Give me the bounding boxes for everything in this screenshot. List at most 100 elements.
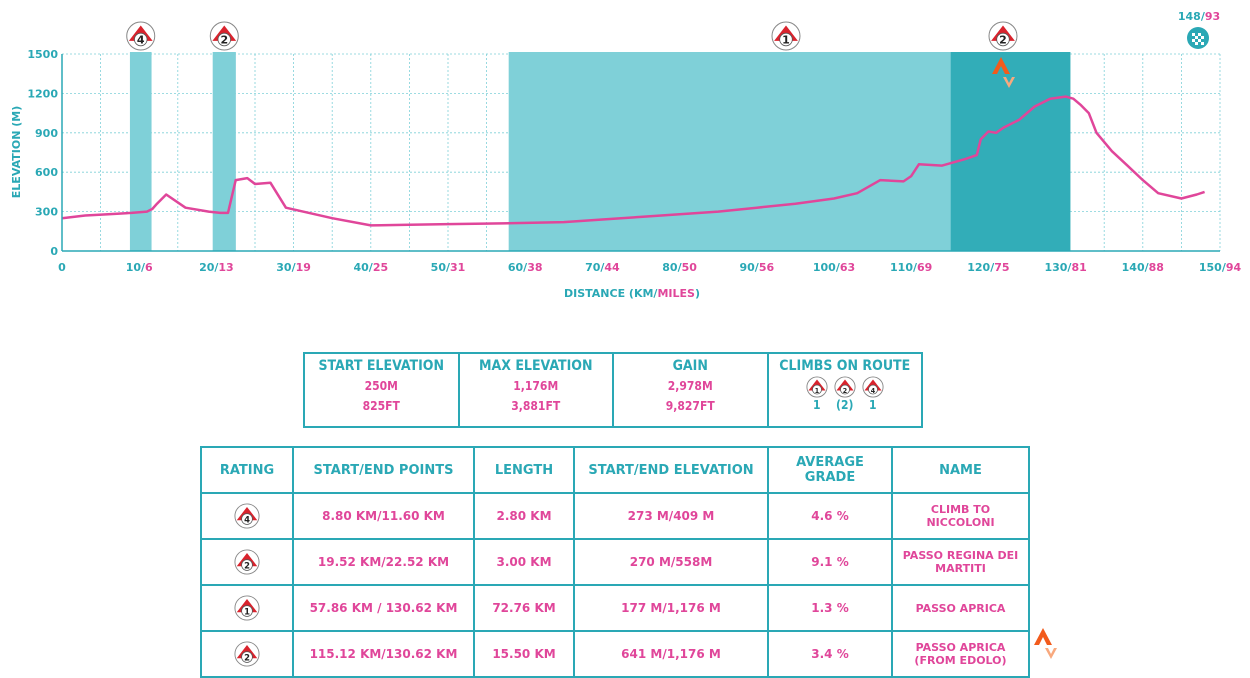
col-points: START/END POINTS	[292, 446, 475, 494]
svg-text:2: 2	[843, 386, 847, 395]
x-tick-label: 80/50	[662, 261, 697, 274]
points-cell: 115.12 KM/130.62 KM	[292, 630, 475, 678]
start-elevation-metric: 250M	[364, 379, 398, 393]
x-tick-label: 30/19	[276, 261, 311, 274]
points-cell: 8.80 KM/11.60 KM	[292, 492, 475, 540]
x-tick-label: 40/25	[353, 261, 388, 274]
mountain-badge-icon: 1	[771, 21, 801, 51]
x-axis-label: DISTANCE (KM/MILES)	[564, 287, 700, 300]
x-tick-label: 20/13	[199, 261, 234, 274]
name-cell: PASSO REGINA DEI MARTITI	[891, 538, 1030, 586]
svg-text:1: 1	[244, 607, 250, 617]
y-tick-label: 1500	[27, 48, 58, 61]
svg-text:2: 2	[244, 561, 250, 571]
climb-count: 1	[868, 398, 877, 412]
length-cell: 3.00 KM	[473, 538, 575, 586]
svg-text:4: 4	[871, 386, 876, 395]
x-tick-label: 100/63	[813, 261, 855, 274]
gain-cell: GAIN 2,978M 9,827FT	[614, 354, 769, 426]
x-tick-label: 0	[58, 261, 66, 274]
mountain-badge-icon: 2	[834, 376, 856, 398]
table-row: 4 8.80 KM/11.60 KM 2.80 KM 273 M/409 M 4.6 %…	[200, 492, 1030, 540]
rating-cell: 2	[200, 630, 294, 678]
mountain-badge-icon: 4	[862, 376, 884, 398]
x-tick-label: 70/44	[585, 261, 620, 274]
length-cell: 72.76 KM	[473, 584, 575, 632]
climbs-table: RATING START/END POINTS LENGTH START/END…	[200, 446, 1030, 678]
climb-zones	[129, 52, 1071, 251]
x-tick-label: 50/31	[431, 261, 466, 274]
col-elevation: START/END ELEVATION	[573, 446, 769, 494]
climbs-on-route-header: CLIMBS ON ROUTE	[779, 358, 911, 374]
points-cell: 19.52 KM/22.52 KM	[292, 538, 475, 586]
x-tick-label: 120/75	[967, 261, 1009, 274]
col-grade: AVERAGE GRADE	[767, 446, 893, 494]
elevation-line	[61, 95, 1205, 227]
grade-cell: 9.1 %	[767, 538, 893, 586]
rating-cell: 4	[200, 492, 294, 540]
chart-axes	[61, 54, 1220, 252]
svg-text:2: 2	[220, 34, 228, 47]
max-elevation-cell: MAX ELEVATION 1,176M 3,881FT	[460, 354, 614, 426]
y-tick-label: 0	[50, 245, 58, 258]
length-cell: 15.50 KM	[473, 630, 575, 678]
svg-text:2: 2	[244, 653, 250, 663]
name-cell: CLIMB TO NICCOLONI	[891, 492, 1030, 540]
strava-icon	[992, 57, 1015, 88]
elevation-cell: 641 M/1,176 M	[573, 630, 769, 678]
elevation-profile-chart: 0 300 600 900 1200 1500 0 10/6 20/13 30/19 40/25 5…	[10, 10, 1241, 300]
mountain-badge-icon: 4	[862, 376, 884, 398]
climb-zone-4	[129, 52, 152, 251]
climbs-on-route-badges: 1 2 4	[769, 376, 922, 398]
grade-cell: 1.3 %	[767, 584, 893, 632]
elevation-cell: 273 M/409 M	[573, 492, 769, 540]
rating-cell: 2	[200, 538, 294, 586]
end-distance-label: 148/93	[1178, 10, 1220, 23]
x-tick-labels: 0 10/6 20/13 30/19 40/25 50/31 60/38 70/44 80/50…	[58, 261, 1241, 274]
x-tick-label: 60/38	[508, 261, 543, 274]
gain-metric: 2,978M	[667, 379, 713, 393]
length-cell: 2.80 KM	[473, 492, 575, 540]
climbs-on-route-counts: 1 (2) 1	[769, 398, 922, 413]
strava-icon	[1034, 628, 1057, 659]
mountain-badge-icon: 2	[234, 549, 260, 575]
max-elevation-metric: 1,176M	[513, 379, 559, 393]
start-elevation-cell: START ELEVATION 250M 825FT	[305, 354, 460, 426]
svg-text:1: 1	[782, 34, 790, 47]
col-length: LENGTH	[473, 446, 575, 494]
climb-count: (2)	[836, 398, 854, 412]
rating-cell: 1	[200, 584, 294, 632]
mountain-badge-icon: 2	[834, 376, 856, 398]
mountain-badge-icon: 2	[234, 549, 260, 575]
summary-box: START ELEVATION 250M 825FT MAX ELEVATION…	[303, 352, 923, 428]
mountain-badge-icon: 1	[234, 595, 260, 621]
y-tick-label: 900	[35, 127, 58, 140]
svg-text:2: 2	[999, 34, 1007, 47]
svg-text:4: 4	[244, 515, 250, 525]
elevation-cell: 177 M/1,176 M	[573, 584, 769, 632]
climb-count: 1	[812, 398, 821, 412]
climbs-table-header-row: RATING START/END POINTS LENGTH START/END…	[200, 446, 1030, 494]
grade-cell: 4.6 %	[767, 492, 893, 540]
grade-cell: 3.4 %	[767, 630, 893, 678]
name-cell: PASSO APRICA	[891, 584, 1030, 632]
climb-badges: 4 2 1 2	[126, 21, 1018, 51]
col-rating: RATING	[200, 446, 294, 494]
start-elevation-imperial: 825FT	[362, 399, 400, 413]
y-tick-labels: 0 300 600 900 1200 1500	[27, 48, 58, 258]
svg-text:1: 1	[815, 386, 819, 395]
mountain-badge-icon: 1	[806, 376, 828, 398]
max-elevation-header: MAX ELEVATION	[478, 358, 593, 374]
y-tick-label: 1200	[27, 87, 58, 100]
name-cell: PASSO APRICA (FROM EDOLO)	[891, 630, 1030, 678]
mountain-badge-icon: 4	[126, 21, 156, 51]
y-tick-label: 600	[35, 166, 58, 179]
y-axis-label: ELEVATION (M)	[10, 106, 23, 198]
mountain-badge-icon: 1	[234, 595, 260, 621]
x-tick-label: 150/94	[1199, 261, 1242, 274]
x-tick-label: 90/56	[739, 261, 774, 274]
checkered-flag-icon	[1187, 27, 1209, 49]
mountain-badge-icon: 2	[234, 641, 260, 667]
points-cell: 57.86 KM / 130.62 KM	[292, 584, 475, 632]
gain-header: GAIN	[672, 358, 708, 374]
